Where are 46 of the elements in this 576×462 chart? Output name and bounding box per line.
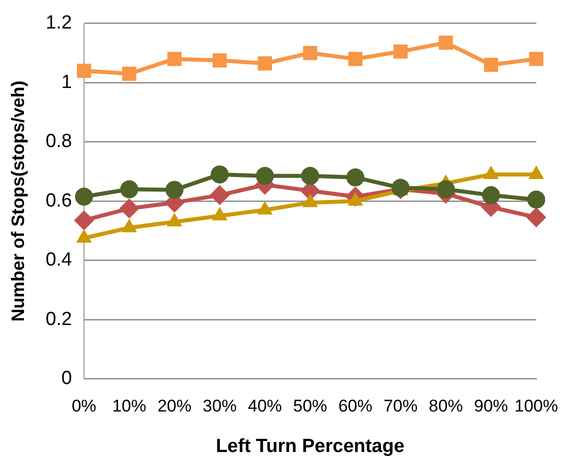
point — [119, 198, 140, 219]
point — [75, 188, 94, 206]
point — [212, 53, 227, 68]
point — [256, 166, 274, 185]
point — [529, 52, 544, 66]
x-tick-label: 30% — [202, 396, 237, 416]
point — [210, 185, 230, 206]
x-tick-label: 0% — [72, 396, 96, 416]
point — [301, 166, 320, 185]
point — [167, 52, 182, 66]
x-tick-label: 20% — [157, 396, 192, 416]
y-tick-label: 1.2 — [46, 12, 72, 34]
y-tick-label: 0.2 — [46, 308, 72, 330]
y-axis-title: Number of Stops(stops/veh) — [8, 80, 28, 322]
x-tick-label: 70% — [384, 396, 418, 416]
point — [76, 64, 92, 78]
point — [348, 52, 362, 66]
point — [346, 168, 364, 186]
point — [394, 44, 408, 59]
point — [303, 46, 318, 60]
point — [120, 180, 138, 198]
x-axis-title: Left Turn Percentage — [216, 436, 404, 457]
point — [438, 36, 453, 50]
x-tick-label: 100% — [514, 396, 558, 416]
y-tick-label: 0.6 — [46, 190, 72, 212]
point — [210, 165, 229, 184]
point — [527, 190, 546, 209]
point — [74, 210, 94, 230]
x-tick-label: 90% — [474, 396, 508, 416]
y-tick-label: 0 — [61, 368, 72, 390]
point — [482, 186, 500, 204]
y-tick-label: 1 — [61, 72, 72, 93]
x-tick-label: 10% — [112, 396, 146, 416]
x-tick-label: 80% — [428, 396, 463, 416]
point — [436, 180, 455, 198]
point — [392, 178, 410, 197]
x-tick-label: 40% — [248, 396, 282, 416]
point — [526, 207, 546, 228]
y-tick-label: 0.4 — [46, 250, 72, 271]
point — [484, 58, 498, 72]
point — [122, 66, 136, 81]
y-tick-label: 0.8 — [46, 131, 72, 152]
x-tick-label: 60% — [338, 396, 372, 416]
point — [258, 56, 272, 70]
x-tick-label: 50% — [293, 396, 328, 416]
point — [165, 180, 184, 199]
